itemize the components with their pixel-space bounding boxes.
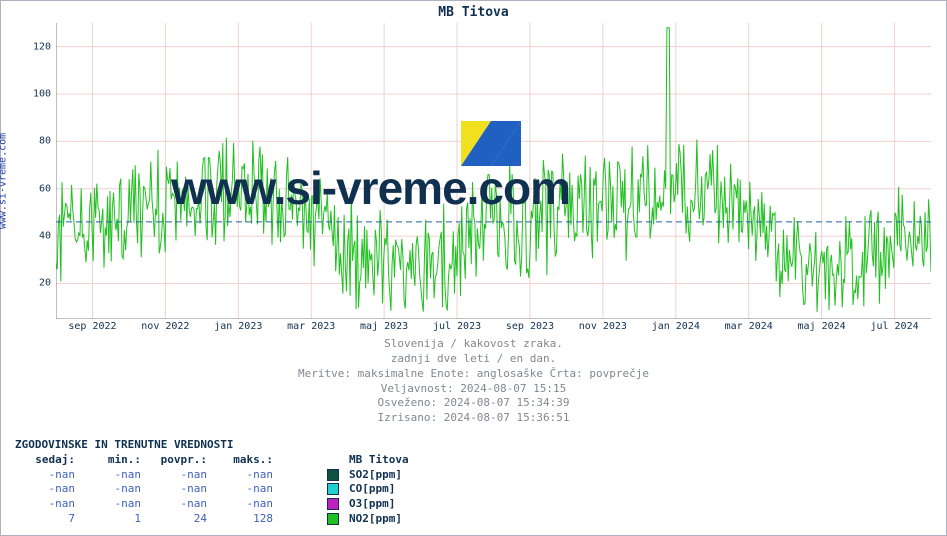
chart-container: MB Titova www.si-vreme.com 20 40 60 80 100 12… — [0, 0, 947, 536]
meta-block: Slovenija / kakovost zraka.zadnji dve le… — [1, 337, 946, 426]
stats-station-col: MB Titova — [345, 453, 415, 468]
stats-row: -nan-nan-nan-nanO3[ppm] — [15, 497, 415, 512]
xtick-label: jan 2024 — [652, 321, 700, 332]
stats-avg: -nan — [147, 468, 213, 483]
xtick-label: jul 2024 — [870, 321, 918, 332]
stats-species: CO[ppm] — [345, 482, 415, 497]
plot-svg — [56, 23, 931, 319]
ytick-label: 80 — [39, 136, 51, 147]
stats-max: -nan — [213, 497, 279, 512]
stats-min: -nan — [81, 482, 147, 497]
stats-row: -nan-nan-nan-nanCO[ppm] — [15, 482, 415, 497]
stats-col-label: maks.: — [213, 453, 279, 468]
stats-col-label: sedaj: — [15, 453, 81, 468]
xtick-label: jul 2023 — [433, 321, 481, 332]
stats-species: O3[ppm] — [345, 497, 415, 512]
stats-block: ZGODOVINSKE IN TRENUTNE VREDNOSTI sedaj:… — [15, 438, 415, 527]
stats-max: 128 — [213, 512, 279, 527]
stats-swatch — [279, 468, 345, 483]
plot-area — [56, 23, 931, 319]
stats-now: -nan — [15, 468, 81, 483]
ytick-label: 40 — [39, 231, 51, 242]
stats-header-row: sedaj:min.:povpr.:maks.: MB Titova — [15, 453, 415, 468]
stats-min: -nan — [81, 468, 147, 483]
stats-swatch — [279, 482, 345, 497]
stats-min: 1 — [81, 512, 147, 527]
stats-max: -nan — [213, 482, 279, 497]
xtick-label: mar 2024 — [725, 321, 773, 332]
xtick-label: nov 2023 — [579, 321, 627, 332]
meta-line: Slovenija / kakovost zraka. — [1, 337, 946, 352]
meta-line: Izrisano: 2024-08-07 15:36:51 — [1, 411, 946, 426]
stats-col-label: povpr.: — [147, 453, 213, 468]
stats-row: 7124128 NO2[ppm] — [15, 512, 415, 527]
xtick-label: maj 2023 — [360, 321, 408, 332]
stats-avg: 24 — [147, 512, 213, 527]
stats-avg: -nan — [147, 482, 213, 497]
chart-title: MB Titova — [1, 5, 946, 20]
xtick-label: nov 2022 — [141, 321, 189, 332]
xtick-label: sep 2023 — [506, 321, 554, 332]
meta-line: Osveženo: 2024-08-07 15:34:39 — [1, 396, 946, 411]
ytick-label: 20 — [39, 278, 51, 289]
xtick-label: jan 2023 — [214, 321, 262, 332]
xtick-label: maj 2024 — [798, 321, 846, 332]
stats-table: sedaj:min.:povpr.:maks.:MB Titova-nan-na… — [15, 453, 415, 527]
stats-now: -nan — [15, 497, 81, 512]
stats-avg: -nan — [147, 497, 213, 512]
ytick-label: 120 — [33, 41, 51, 52]
stats-now: 7 — [15, 512, 81, 527]
stats-header: ZGODOVINSKE IN TRENUTNE VREDNOSTI — [15, 438, 415, 453]
stats-col-label: min.: — [81, 453, 147, 468]
stats-swatch — [279, 512, 345, 527]
xtick-label: sep 2022 — [68, 321, 116, 332]
stats-species: NO2[ppm] — [345, 512, 415, 527]
stats-now: -nan — [15, 482, 81, 497]
yaxis-label: www.si-vreme.com — [0, 133, 9, 229]
meta-line: zadnji dve leti / en dan. — [1, 352, 946, 367]
ytick-label: 100 — [33, 89, 51, 100]
meta-line: Veljavnost: 2024-08-07 15:15 — [1, 382, 946, 397]
stats-row: -nan-nan-nan-nanSO2[ppm] — [15, 468, 415, 483]
stats-swatch — [279, 497, 345, 512]
ytick-label: 60 — [39, 183, 51, 194]
meta-line: Meritve: maksimalne Enote: anglosaške Čr… — [1, 367, 946, 382]
stats-species: SO2[ppm] — [345, 468, 415, 483]
stats-max: -nan — [213, 468, 279, 483]
xtick-label: mar 2023 — [287, 321, 335, 332]
stats-min: -nan — [81, 497, 147, 512]
